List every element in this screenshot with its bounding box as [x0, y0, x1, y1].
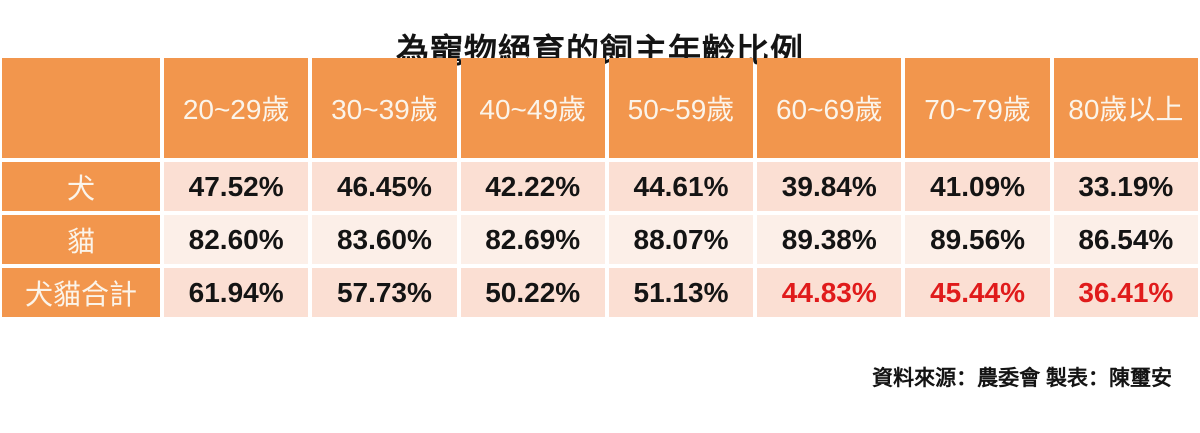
- table-cell-r0-c2: 42.22%: [460, 162, 605, 211]
- table-cell-r1-c1: 83.60%: [312, 215, 457, 264]
- column-header-0: 20~29歲: [164, 58, 309, 158]
- table-cell-r1-c5: 89.56%: [905, 215, 1050, 264]
- table-cell-r1-c3: 88.07%: [608, 215, 754, 264]
- table-cell-r2-c2: 50.22%: [460, 268, 605, 317]
- row-header-1: 貓: [2, 215, 160, 264]
- table-cell-r2-c3: 51.13%: [608, 268, 754, 317]
- column-header-3: 50~59歲: [608, 58, 754, 158]
- table-cell-r2-c0: 61.94%: [164, 268, 309, 317]
- column-header-1: 30~39歲: [312, 58, 457, 158]
- table-cell-r1-c0: 82.60%: [164, 215, 309, 264]
- table-cell-r0-c6: 33.19%: [1053, 162, 1198, 211]
- table-cell-r1-c4: 89.38%: [757, 215, 902, 264]
- source-note: 資料來源：農委會 製表：陳璽安: [872, 367, 1172, 390]
- page-title: 為寵物絕育的飼主年齡比例: [396, 32, 804, 69]
- column-header-2: 40~49歲: [460, 58, 605, 158]
- column-header-5: 70~79歲: [905, 58, 1050, 158]
- table-cell-r2-c4: 44.83%: [757, 268, 902, 317]
- table-cell-r2-c5: 45.44%: [905, 268, 1050, 317]
- corner-cell: [2, 58, 160, 158]
- table-cell-r1-c6: 86.54%: [1053, 215, 1198, 264]
- table-cell-r0-c3: 44.61%: [608, 162, 754, 211]
- column-header-4: 60~69歲: [757, 58, 902, 158]
- row-header-2: 犬貓合計: [2, 268, 160, 317]
- table-cell-r0-c1: 46.45%: [312, 162, 457, 211]
- row-header-0: 犬: [2, 162, 160, 211]
- column-header-6: 80歲以上: [1053, 58, 1198, 158]
- neutering-rate-table: 20~29歲 30~39歲 40~49歲 50~59歲 60~69歲 70~79歲 80歲以…: [0, 58, 1200, 317]
- table-cell-r2-c1: 57.73%: [312, 268, 457, 317]
- table-cell-r2-c6: 36.41%: [1053, 268, 1198, 317]
- table-cell-r0-c0: 47.52%: [164, 162, 309, 211]
- table-cell-r0-c5: 41.09%: [905, 162, 1050, 211]
- table-cell-r0-c4: 39.84%: [757, 162, 902, 211]
- table-cell-r1-c2: 82.69%: [460, 215, 605, 264]
